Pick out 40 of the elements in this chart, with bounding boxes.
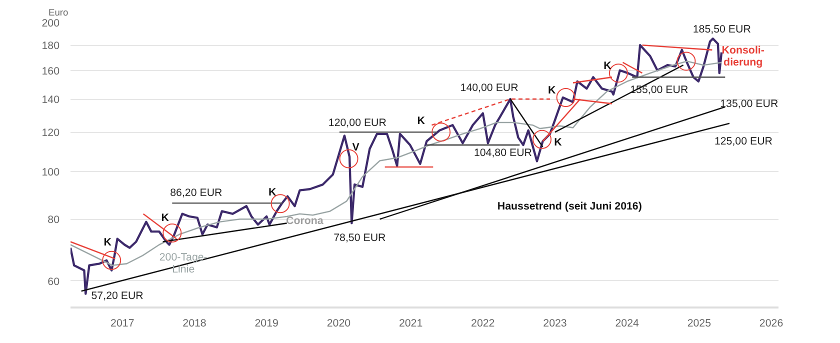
annotation: K (268, 186, 276, 199)
x-tick-label: 2025 (687, 318, 712, 330)
annotation: K (161, 212, 170, 224)
annotation: 57,20 EUR (91, 290, 144, 302)
annotation: 120,00 EUR (328, 117, 387, 130)
y-axis-title: Euro (48, 8, 68, 18)
y-tick-label: 140 (42, 94, 60, 106)
x-tick-label: 2017 (110, 318, 134, 330)
x-tick-label: 2018 (182, 318, 206, 330)
y-tick-label: 160 (42, 65, 60, 78)
x-tick-label: 2024 (615, 318, 640, 330)
annotation: 78,50 EUR (334, 232, 386, 244)
x-tick-label: 2023 (543, 318, 567, 330)
y-tick-label: 120 (42, 127, 60, 140)
y-tick-label: 200 (42, 18, 60, 30)
series-label: 200-Tage- Linie (159, 251, 208, 276)
annotation: V (352, 142, 360, 154)
annotation: 135,00 EUR (720, 98, 778, 110)
annotation: 140,00 EUR (460, 82, 519, 94)
x-tick-label: 2022 (471, 318, 495, 330)
annotation: Konsoli- dierung (722, 44, 765, 69)
annotation: K (554, 136, 562, 148)
y-tick-label: 60 (48, 276, 60, 288)
annotation: K (104, 236, 112, 248)
annotation: K (604, 60, 612, 72)
x-tick-label: 2019 (254, 318, 279, 330)
annotation: K (417, 115, 426, 128)
annotation: Haussetrend (seit Juni 2016) (497, 200, 642, 212)
annotation: 86,20 EUR (170, 187, 223, 200)
annotation: 125,00 EUR (714, 135, 773, 148)
x-tick-label: 2020 (326, 318, 351, 330)
annotation: Corona (286, 215, 324, 228)
x-tick-label: 2021 (398, 318, 423, 330)
annotation: K (548, 84, 556, 97)
y-tick-label: 100 (42, 166, 60, 178)
annotation: 104,80 EUR (474, 147, 532, 160)
annotation: 185,50 EUR (692, 24, 752, 36)
y-tick-label: 180 (42, 40, 60, 52)
x-tick-label: 2026 (759, 318, 784, 330)
y-tick-label: 80 (48, 214, 60, 226)
